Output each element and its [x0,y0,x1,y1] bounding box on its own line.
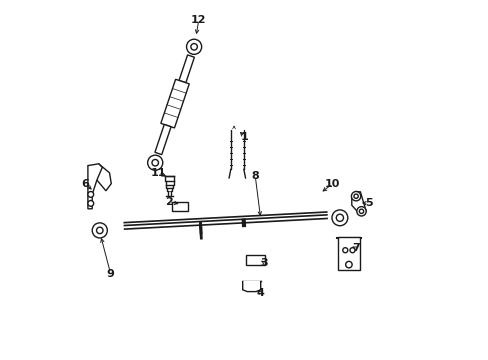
Polygon shape [88,164,102,209]
Text: 7: 7 [351,243,359,253]
Circle shape [345,261,351,268]
Text: 11: 11 [150,168,165,178]
Circle shape [351,192,360,201]
Circle shape [147,155,163,170]
Polygon shape [179,55,194,83]
Circle shape [353,194,358,198]
Polygon shape [161,79,189,128]
Text: 1: 1 [240,132,248,142]
Text: 4: 4 [256,288,264,298]
Circle shape [152,159,158,166]
Circle shape [96,227,103,234]
Circle shape [356,207,366,216]
Polygon shape [351,192,366,214]
Circle shape [92,223,107,238]
Text: 12: 12 [191,15,206,25]
Polygon shape [97,164,111,191]
Text: 6: 6 [81,179,89,189]
Circle shape [88,192,94,197]
Text: 5: 5 [364,198,372,208]
Circle shape [331,210,347,226]
Text: 2: 2 [164,197,172,207]
Circle shape [186,39,201,54]
FancyBboxPatch shape [172,202,188,211]
Text: 3: 3 [260,258,267,268]
Circle shape [349,248,354,253]
Polygon shape [155,125,171,154]
Circle shape [342,248,347,253]
Text: 8: 8 [251,171,259,181]
Text: 10: 10 [325,179,340,189]
FancyBboxPatch shape [337,237,359,270]
Text: 9: 9 [106,269,114,279]
Circle shape [88,201,94,206]
Circle shape [190,44,197,50]
FancyBboxPatch shape [245,255,264,265]
Circle shape [336,214,343,221]
Polygon shape [242,281,260,292]
Circle shape [359,209,363,213]
